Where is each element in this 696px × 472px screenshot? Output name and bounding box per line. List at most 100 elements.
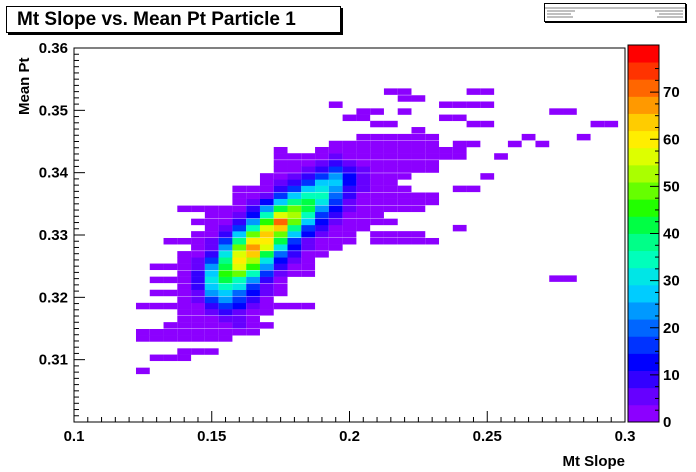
- heatmap-cell: [356, 114, 371, 122]
- heatmap-cell: [218, 322, 233, 329]
- heatmap-cell: [259, 283, 274, 290]
- heatmap-cell: [191, 296, 205, 304]
- heatmap-cell: [328, 140, 343, 148]
- heatmap-cell: [383, 160, 398, 167]
- heatmap-cell: [397, 237, 412, 245]
- heatmap-cell: [356, 173, 371, 180]
- heatmap-cell: [191, 270, 205, 277]
- heatmap-cell: [356, 166, 371, 173]
- heatmap-cell: [383, 185, 398, 193]
- heatmap-cell: [397, 146, 412, 154]
- heatmap-cell: [246, 185, 260, 193]
- heatmap-cell: [287, 179, 302, 186]
- heatmap-cell: [218, 335, 233, 342]
- heatmap-cell: [315, 185, 329, 193]
- heatmap-cell: [356, 160, 371, 167]
- heatmap-cell: [315, 198, 329, 206]
- chart-title-box: Mt Slope vs. Mean Pt Particle 1: [6, 6, 341, 33]
- heatmap-cell: [535, 140, 550, 148]
- heatmap-cell: [521, 133, 536, 141]
- heatmap-cell: [356, 211, 371, 219]
- heatmap-cell: [204, 211, 219, 219]
- heatmap-cell: [204, 348, 219, 355]
- heatmap-cell: [356, 224, 371, 232]
- heatmap-cell: [315, 224, 329, 232]
- heatmap-cell: [370, 179, 384, 186]
- heatmap-cell: [342, 211, 357, 219]
- heatmap-cell: [370, 185, 384, 193]
- y-axis-title: Mean Pt: [16, 57, 33, 115]
- heatmap-cell: [370, 192, 384, 199]
- heatmap-cell: [370, 146, 384, 154]
- heatmap-cell: [301, 198, 316, 206]
- heatmap-cell: [191, 348, 205, 355]
- heatmap-cell: [328, 101, 343, 108]
- heatmap-cell: [163, 335, 178, 342]
- heatmap-cell: [397, 192, 412, 199]
- heatmap-cell: [163, 237, 178, 245]
- heatmap-cell: [356, 146, 371, 154]
- heatmap-cell: [135, 302, 150, 310]
- heatmap-cell: [315, 192, 329, 199]
- heatmap-cell: [259, 173, 274, 180]
- heatmap-cell: [273, 276, 288, 284]
- color-scale-swatch: [628, 45, 659, 63]
- heatmap-cell: [191, 322, 205, 329]
- heatmap-cell: [356, 179, 371, 186]
- heatmap-cell: [466, 120, 481, 128]
- heatmap-cell: [218, 231, 233, 238]
- heatmap-cell: [370, 120, 384, 128]
- heatmap-cell: [287, 224, 302, 232]
- x-tick-label: 0.15: [197, 428, 226, 445]
- x-axis-title: Mt Slope: [563, 453, 626, 470]
- heatmap-cell: [370, 211, 384, 219]
- heatmap-cell: [411, 146, 426, 154]
- heatmap-cell: [383, 120, 398, 128]
- heatmap-cell: [356, 198, 371, 206]
- heatmap-cell: [191, 302, 205, 310]
- heatmap-cell: [218, 296, 233, 304]
- color-scale-swatch: [628, 62, 659, 80]
- color-scale-label: 0: [663, 414, 671, 431]
- y-tick-label: 0.32: [39, 289, 68, 306]
- heatmap-cell: [383, 88, 398, 95]
- heatmap-cell: [356, 218, 371, 226]
- heatmap-cell: [301, 211, 316, 219]
- heatmap-cell: [259, 192, 274, 199]
- heatmap-cell: [135, 367, 150, 375]
- heatmap-cell: [273, 302, 288, 310]
- heatmap-cell: [328, 211, 343, 219]
- heatmap-cell: [328, 224, 343, 232]
- heatmap-cell: [287, 263, 302, 271]
- heatmap-cell: [191, 283, 205, 290]
- heatmap-cell: [383, 192, 398, 199]
- color-scale-swatch: [628, 147, 659, 166]
- heatmap-cell: [273, 153, 288, 160]
- y-tick-label: 0.34: [39, 165, 69, 182]
- heatmap-cell: [232, 218, 247, 226]
- heatmap-cell: [246, 289, 260, 297]
- heatmap-cell: [301, 302, 316, 310]
- heatmap-cell: [315, 218, 329, 226]
- heatmap-cell: [177, 257, 192, 264]
- heatmap-cell: [246, 329, 260, 336]
- heatmap-cell: [466, 140, 481, 148]
- color-scale-swatch: [628, 267, 659, 286]
- heatmap-cell: [273, 218, 288, 226]
- heatmap-cell: [273, 289, 288, 297]
- y-tick-label: 0.35: [39, 102, 68, 119]
- heatmap-cell: [259, 224, 274, 232]
- color-scale-label: 20: [663, 320, 680, 337]
- heatmap-cell: [246, 244, 260, 251]
- y-tick-label: 0.33: [39, 227, 68, 244]
- heatmap-cell: [287, 218, 302, 226]
- color-scale-swatch: [628, 233, 659, 252]
- color-scale-swatch: [628, 319, 659, 337]
- heatmap-cells: [135, 88, 619, 375]
- heatmap-cell: [287, 153, 302, 160]
- heatmap-cell: [218, 289, 233, 297]
- chart-title: Mt Slope vs. Mean Pt Particle 1: [17, 8, 296, 30]
- heatmap-cell: [356, 205, 371, 213]
- heatmap-cell: [259, 237, 274, 245]
